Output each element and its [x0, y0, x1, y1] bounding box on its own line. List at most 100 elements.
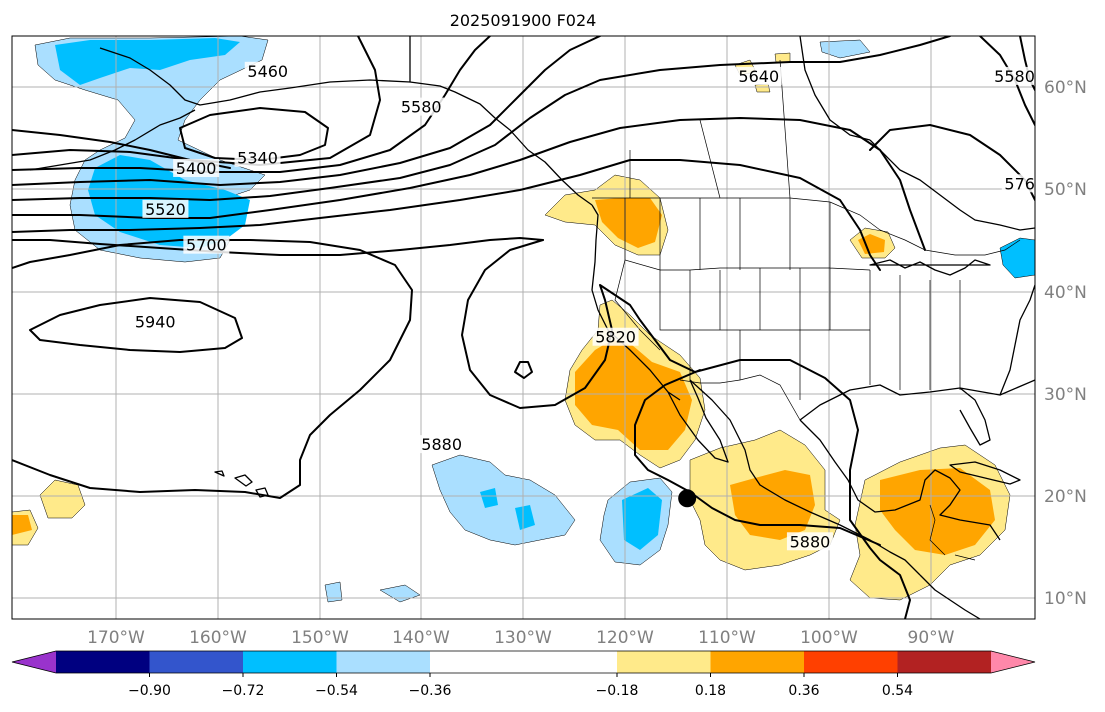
lat-axis-labels: 60°N 50°N 40°N 30°N 20°N 10°N [1044, 78, 1087, 609]
colorbar-tick-label: −0.36 [409, 683, 452, 699]
coast-great-lakes [869, 259, 991, 276]
colorbar-extend-low [12, 651, 56, 673]
gridlines [12, 36, 1035, 619]
contour-label-bg [398, 97, 445, 116]
coast-east-us [999, 284, 1035, 396]
contour-label-bg [132, 312, 179, 331]
lat-tick-label: 40°N [1044, 283, 1087, 303]
contour-label-bg [234, 148, 281, 167]
contour-label: 5940 [135, 312, 176, 331]
coast-gulf-coast-us [799, 379, 1035, 421]
contour-5880-east [461, 239, 911, 619]
contour-label: 5580 [401, 98, 442, 117]
colorbar-tick-label: −0.18 [596, 683, 639, 699]
contour-label-bg [592, 327, 639, 346]
lat-tick-label: 20°N [1044, 487, 1087, 507]
contour-label-bg [173, 158, 220, 177]
contour-5340 [179, 107, 329, 161]
neg-anomaly-subtropic-west [431, 454, 576, 546]
contour-5880-mexico [634, 369, 881, 546]
contour-5880-main [12, 239, 413, 499]
colorbar-tick-label: −0.54 [315, 683, 358, 699]
political-borders [409, 36, 1021, 561]
coast-alaska-west [99, 47, 411, 106]
contour-label-bg [418, 435, 465, 454]
plot-frame [11, 35, 1036, 620]
contour-5700 [12, 117, 926, 251]
contour-label: 5700 [186, 236, 227, 255]
contour-5820 [12, 237, 544, 256]
lon-tick-label: 140°W [392, 628, 450, 648]
coast-hudson-bay [799, 36, 871, 141]
lon-tick-label: 90°W [908, 628, 955, 648]
contour-label: 5880 [790, 532, 831, 551]
contour-small-low [514, 361, 533, 379]
lon-tick-label: 150°W [291, 628, 349, 648]
coastlines [29, 36, 1035, 619]
border-us-canada [592, 197, 1021, 256]
contour-5520 [12, 36, 491, 173]
lon-tick-label: 110°W [698, 628, 756, 648]
border-central-america [929, 504, 976, 561]
contour-label: 5760 [1004, 174, 1045, 193]
pos-anomaly-pacific-nw-core [595, 198, 662, 248]
contour-label-bg [735, 66, 782, 85]
contour-label-bg [991, 66, 1035, 85]
colorbar-segment [243, 651, 337, 673]
contour-label-bg [1001, 174, 1035, 193]
coast-gulf-mexico [799, 419, 1001, 541]
colorbar-tick-label: −0.72 [222, 683, 265, 699]
lat-tick-label: 50°N [1044, 180, 1087, 200]
colorbar-segment [430, 651, 617, 673]
colorbar-segment [617, 651, 711, 673]
neg-anomaly-bering-core [55, 38, 240, 85]
colorbar-segment [804, 651, 898, 673]
pos-anomaly-southwest-core [575, 340, 692, 450]
contour-label-bg [142, 199, 189, 218]
contour-label-bg [786, 532, 833, 551]
colorbar-segment [336, 651, 430, 673]
neg-anomaly-east-small [999, 237, 1035, 279]
lon-tick-label: 170°W [87, 628, 145, 648]
contour-label: 5880 [421, 435, 462, 454]
lat-tick-label: 10°N [1044, 589, 1087, 609]
colorbar-segment [710, 651, 804, 673]
coast-west-us [591, 204, 681, 401]
coast-central-america [919, 574, 981, 619]
storm-center-marker [678, 489, 697, 508]
lon-tick-label: 120°W [596, 628, 654, 648]
contour-label: 5520 [145, 200, 186, 219]
pos-anomaly-great-lakes-core [858, 234, 885, 254]
coast-cuba [949, 461, 1021, 485]
contour-label: 5400 [176, 159, 217, 178]
colorbar-tick-label: 0.18 [695, 683, 726, 699]
lon-axis-labels: 170°W 160°W 150°W 140°W 130°W 120°W 110°… [87, 628, 955, 648]
lon-tick-label: 100°W [800, 628, 858, 648]
contour-label: 5340 [237, 149, 278, 168]
lon-tick-label: 160°W [189, 628, 247, 648]
pos-anomaly-west-edge-core [12, 515, 32, 535]
colorbar-outline [11, 650, 1036, 674]
coast-canada-east [869, 139, 1035, 231]
contour-label: 5820 [595, 328, 636, 347]
contour-label: 5460 [247, 62, 288, 81]
contour-label: 5640 [738, 67, 779, 86]
colorbar-tick-label: 0.54 [882, 683, 913, 699]
contour-5580 [12, 36, 601, 186]
lat-tick-label: 60°N [1044, 78, 1087, 98]
pos-anomaly-caribbean-core [880, 468, 995, 555]
coast-baja [667, 379, 729, 463]
figure-title: 2025091900 F024 [450, 11, 597, 30]
colorbar-tick-label: 0.36 [788, 683, 819, 699]
contour-5940 [29, 297, 243, 353]
neg-anomaly-subtropic-east-core [622, 488, 662, 550]
colorbar: −0.90 −0.72 −0.54 −0.36 −0.18 0.18 0.36 0.54 [11, 650, 1036, 699]
colorbar-segment [56, 651, 150, 673]
coast-mexico-pacific [689, 379, 921, 576]
contour-5640 [12, 36, 951, 201]
colorbar-extend-high [991, 651, 1035, 673]
lon-tick-label: 130°W [494, 628, 552, 648]
